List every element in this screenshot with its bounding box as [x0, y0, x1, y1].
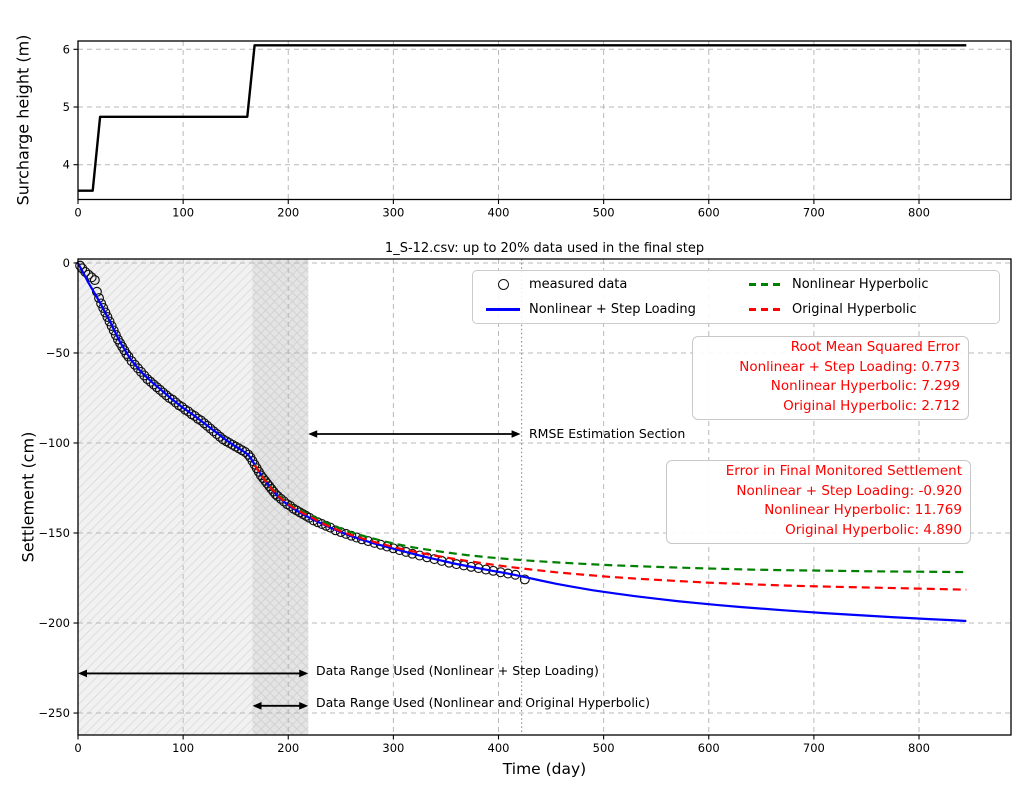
data-range-hyperbolic-annotation: Data Range Used (Nonlinear and Original …	[316, 695, 651, 710]
svg-text:600: 600	[698, 206, 720, 220]
svg-text:0: 0	[74, 206, 81, 220]
rmse-section-annotation: RMSE Estimation Section	[529, 426, 686, 441]
error-line: Nonlinear + Step Loading: -0.920	[736, 482, 962, 499]
error-line: Nonlinear Hyperbolic: 11.769	[764, 502, 962, 518]
red-dash-marker-icon	[748, 308, 784, 311]
svg-text:100: 100	[172, 741, 194, 755]
svg-text:100: 100	[172, 206, 194, 220]
rmse-line: Original Hyperbolic: 2.712	[783, 397, 960, 414]
svg-text:−50: −50	[46, 346, 70, 360]
data-range-step-loading-annotation: Data Range Used (Nonlinear + Step Loadin…	[316, 663, 599, 678]
legend-label: Nonlinear Hyperbolic	[792, 277, 929, 292]
svg-text:−100: −100	[38, 436, 70, 450]
svg-text:400: 400	[488, 741, 510, 755]
svg-text:200: 200	[277, 206, 299, 220]
svg-text:500: 500	[593, 206, 615, 220]
legend-label: Original Hyperbolic	[792, 302, 917, 317]
svg-text:4: 4	[63, 158, 70, 172]
green-dash-marker-icon	[748, 283, 784, 286]
svg-text:−150: −150	[38, 526, 70, 540]
svg-text:700: 700	[803, 206, 825, 220]
legend-column-2: Nonlinear Hyperbolic Original Hyperbolic	[736, 271, 999, 323]
svg-text:400: 400	[488, 206, 510, 220]
svg-text:300: 300	[382, 206, 404, 220]
legend-item-original-hyperbolic: Original Hyperbolic	[736, 297, 999, 322]
svg-text:−250: −250	[38, 706, 70, 720]
bottom-y-axis-label: Settlement (cm)	[18, 431, 38, 563]
svg-text:0: 0	[63, 256, 70, 270]
rmse-stats-box: Root Mean Squared Error Nonlinear + Step…	[692, 336, 969, 420]
final-settlement-error-box: Error in Final Monitored Settlement Nonl…	[666, 460, 971, 544]
legend-label: measured data	[529, 277, 628, 292]
x-axis-label: Time (day)	[502, 760, 587, 778]
error-line: Original Hyperbolic: 4.890	[785, 521, 962, 538]
svg-text:800: 800	[908, 741, 930, 755]
svg-text:600: 600	[698, 741, 720, 755]
blue-line-marker-icon	[485, 308, 521, 311]
svg-text:500: 500	[593, 741, 615, 755]
svg-text:−200: −200	[38, 616, 70, 630]
svg-text:300: 300	[382, 741, 404, 755]
chart-title: 1_S-12.csv: up to 20% data used in the f…	[384, 241, 705, 256]
rmse-line: Nonlinear + Step Loading: 0.773	[739, 358, 960, 375]
legend-label: Nonlinear + Step Loading	[529, 302, 696, 317]
open-circle-marker-icon	[485, 279, 521, 290]
svg-text:5: 5	[63, 100, 70, 114]
rmse-line: Nonlinear Hyperbolic: 7.299	[770, 378, 960, 394]
legend-column-1: measured data Nonlinear + Step Loading	[473, 271, 736, 323]
rmse-box-title: Root Mean Squared Error	[790, 339, 960, 355]
svg-text:6: 6	[63, 42, 70, 56]
svg-text:800: 800	[908, 206, 930, 220]
legend-item-measured-data: measured data	[473, 272, 736, 297]
legend-item-nonlinear-hyperbolic: Nonlinear Hyperbolic	[736, 272, 999, 297]
svg-text:0: 0	[74, 741, 81, 755]
legend-item-step-loading: Nonlinear + Step Loading	[473, 297, 736, 322]
error-box-title: Error in Final Monitored Settlement	[725, 463, 962, 479]
top-y-axis-label: Surcharge height (m)	[13, 34, 33, 206]
svg-text:700: 700	[803, 741, 825, 755]
svg-text:200: 200	[277, 741, 299, 755]
legend: measured data Nonlinear + Step Loading N…	[472, 270, 1000, 324]
